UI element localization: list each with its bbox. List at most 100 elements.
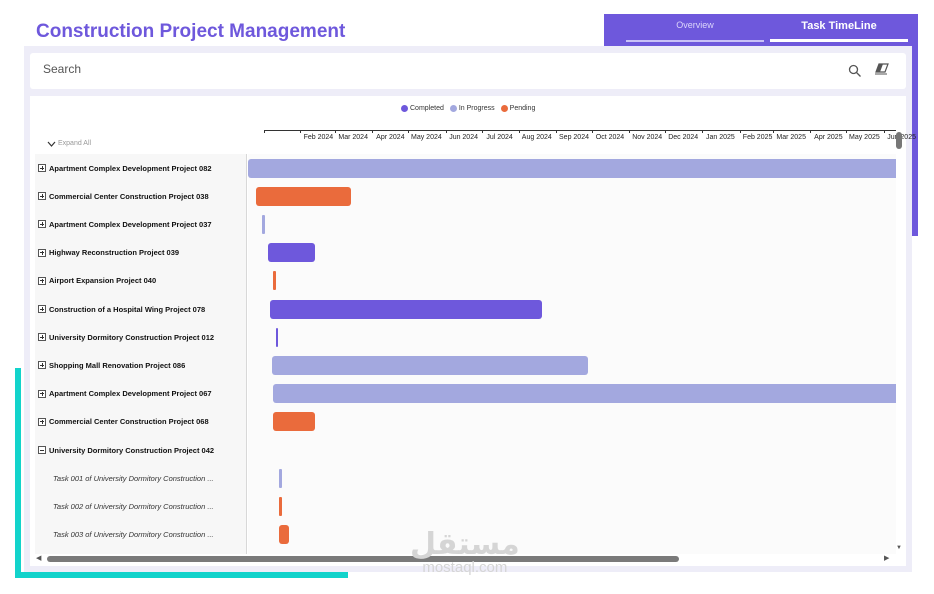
axis-month-label: Aug 2024 [521,134,552,141]
axis-tick [665,130,667,133]
expand-icon[interactable] [38,192,46,201]
axis-tick [629,130,631,133]
gantt-bar[interactable] [256,186,352,206]
project-row[interactable]: Apartment Complex Development Project 06… [38,380,212,408]
project-row[interactable]: Construction of a Hospital Wing Project … [38,295,205,323]
task-name: Task 001 of University Dormitory Constru… [53,473,214,483]
legend-swatch [401,105,408,112]
axis-tick [810,130,812,133]
eraser-icon[interactable] [874,62,890,76]
vertical-scrollbar[interactable]: ▼ [896,132,903,552]
gantt-bar[interactable] [279,496,282,516]
gantt-bar[interactable] [269,299,542,319]
scroll-left-arrow-icon[interactable]: ◀ [36,555,42,562]
horizontal-scrollbar[interactable]: ◀ ▶ [34,553,894,563]
axis-month-label: Mar 2025 [776,134,806,141]
decor-accent-bottom [15,572,348,578]
search-input[interactable]: Search [43,62,82,76]
vertical-scroll-thumb[interactable] [896,132,902,149]
project-name: Airport Expansion Project 040 [49,276,157,286]
legend-swatch [449,105,457,112]
axis-month-label: Apr 2025 [814,134,843,141]
project-name: Apartment Complex Development Project 08… [49,163,212,173]
gantt-bar[interactable] [273,271,276,291]
project-row[interactable]: University Dormitory Construction Projec… [38,436,214,464]
axis-month-label: Oct 2024 [595,134,625,141]
legend-label: Completed [410,105,444,112]
decor-accent-right [912,14,918,236]
axis-tick [883,130,885,133]
expand-icon[interactable] [38,389,46,398]
legend-item-completed: Completed [401,105,444,112]
expand-icon[interactable] [38,305,46,313]
gantt-bar[interactable] [275,327,278,347]
collapse-icon[interactable] [38,446,46,454]
legend-item-pending: Pending [500,105,536,112]
project-row[interactable]: Highway Reconstruction Project 039 [38,239,179,267]
axis-month-label: Jun 2024 [449,134,478,141]
project-row[interactable]: Airport Expansion Project 040 [38,267,156,295]
timeline-axis: Feb 2024 Mar 2024 Apr 2024 May 2024 Jun 2024… [264,126,916,146]
expand-icon[interactable] [38,220,46,229]
search-bar[interactable]: Search [30,53,906,89]
axis-month-label: Dec 2024 [668,134,699,141]
project-name: University Dormitory Construction Projec… [49,445,215,455]
project-row[interactable]: Commercial Center Construction Project 0… [38,408,209,436]
task-row: Task 002 of University Dormitory Constru… [53,492,245,520]
expand-icon[interactable] [38,248,46,257]
scroll-right-arrow-icon[interactable]: ▶ [884,555,890,562]
tab-overview[interactable]: Overview [626,20,764,42]
expand-all-label: Expand All [58,140,92,147]
gantt-bar[interactable] [279,468,282,488]
gantt-bar[interactable] [273,384,896,404]
task-name: Task 002 of University Dormitory Constru… [53,501,214,511]
expand-icon[interactable] [38,276,46,285]
axis-tick [739,130,741,133]
project-row[interactable]: University Dormitory Construction Projec… [38,323,214,351]
gantt-bar[interactable] [273,412,316,432]
watermark-arabic: مستقل [410,528,520,561]
axis-tick [702,130,704,133]
project-row[interactable]: Apartment Complex Development Project 08… [38,154,212,182]
page-title: Construction Project Management [36,21,346,42]
legend-label: Pending [509,105,536,112]
scroll-down-arrow-icon[interactable]: ▼ [896,545,902,551]
axis-month-label: Sep 2024 [559,134,589,141]
axis-month-label: Mar 2024 [338,134,368,141]
gantt-bar[interactable] [268,243,316,263]
expand-icon[interactable] [38,361,46,370]
axis-line [264,130,896,131]
gantt-bar[interactable] [279,525,289,545]
axis-tick [372,130,374,133]
axis-tick [264,130,265,133]
nav-tabs: Overview Task TimeLine [604,14,918,46]
axis-tick [846,130,848,133]
expand-all-toggle[interactable]: Expand All [47,140,91,147]
axis-month-label: Feb 2024 [303,134,334,141]
project-row[interactable]: Commercial Center Construction Project 0… [38,182,209,210]
gantt-bar[interactable] [272,355,588,375]
axis-tick [556,130,557,133]
legend-item-in-progress: In Progress [449,105,495,112]
gantt-bar[interactable] [248,158,896,178]
legend-swatch [500,105,508,112]
horizontal-scroll-thumb[interactable] [47,556,679,562]
project-row[interactable]: Shopping Mall Renovation Project 086 [38,351,185,379]
project-name: Commercial Center Construction Project 0… [49,191,209,201]
axis-tick [300,130,302,133]
task-name: Task 003 of University Dormitory Constru… [53,530,214,540]
project-name: Commercial Center Construction Project 0… [49,417,209,427]
axis-tick [592,130,593,133]
axis-tick [335,130,337,133]
task-row: Task 001 of University Dormitory Constru… [53,464,245,492]
project-row[interactable]: Apartment Complex Development Project 03… [38,210,212,238]
tab-task-timeline[interactable]: Task TimeLine [770,20,908,42]
project-name: Apartment Complex Development Project 03… [49,219,212,229]
expand-icon[interactable] [38,333,46,342]
gantt-bar[interactable] [262,214,265,234]
project-name: University Dormitory Construction Projec… [49,332,215,342]
expand-icon[interactable] [38,164,46,172]
expand-icon[interactable] [38,417,46,426]
search-icon[interactable] [848,64,862,78]
gantt-timeline [248,154,896,554]
